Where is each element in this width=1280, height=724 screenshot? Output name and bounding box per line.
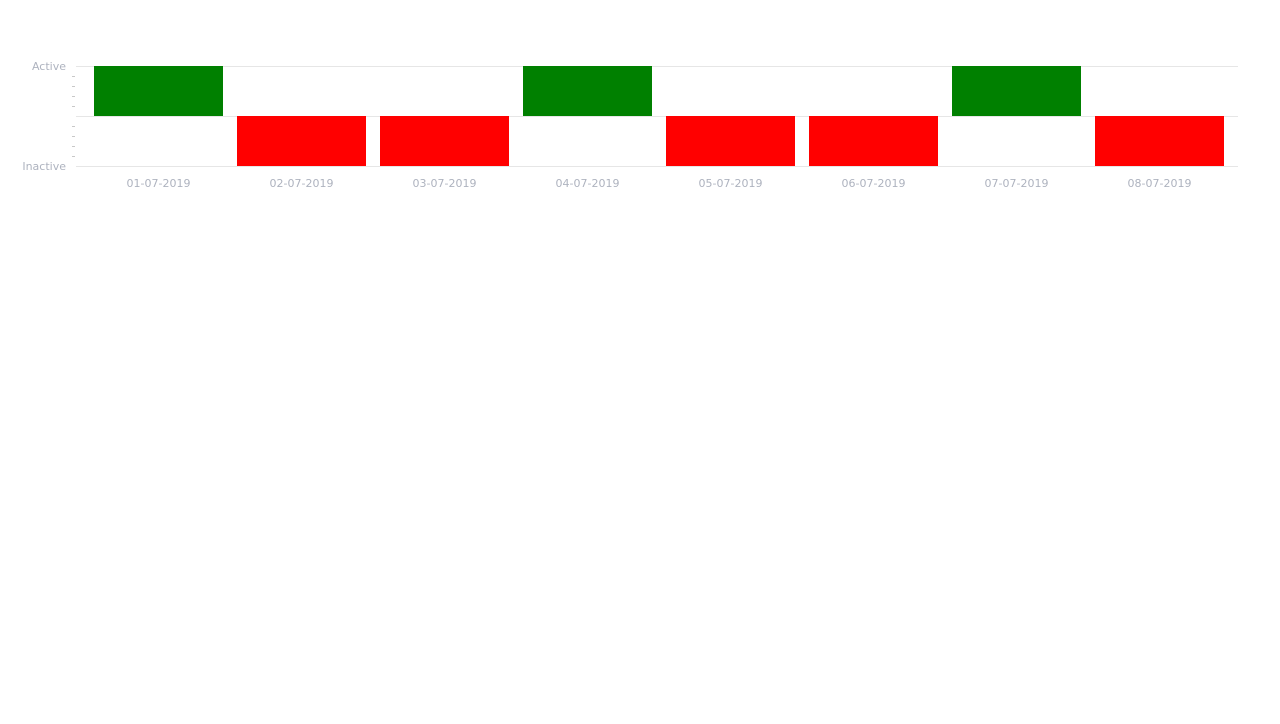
x-axis: 01-07-2019 02-07-2019 03-07-2019 04-07-2019… <box>127 177 1192 190</box>
bar-01-07-2019 <box>94 66 223 116</box>
x-tick-label: 06-07-2019 <box>842 177 906 190</box>
bar-05-07-2019 <box>666 116 795 166</box>
y-tick-label-inactive: Inactive <box>22 160 66 173</box>
x-tick-label: 03-07-2019 <box>413 177 477 190</box>
x-tick-label: 05-07-2019 <box>699 177 763 190</box>
y-axis: Active Inactive <box>22 60 66 173</box>
bar-04-07-2019 <box>523 66 652 116</box>
x-tick-label: 01-07-2019 <box>127 177 191 190</box>
bar-08-07-2019 <box>1095 116 1224 166</box>
bar-03-07-2019 <box>380 116 509 166</box>
y-tick-label-active: Active <box>32 60 66 73</box>
x-tick-label: 02-07-2019 <box>270 177 334 190</box>
x-tick-label: 04-07-2019 <box>556 177 620 190</box>
x-tick-label: 07-07-2019 <box>985 177 1049 190</box>
bars-layer <box>94 66 1224 166</box>
x-tick-label: 08-07-2019 <box>1128 177 1192 190</box>
bar-07-07-2019 <box>952 66 1081 116</box>
bar-06-07-2019 <box>809 116 938 166</box>
bar-02-07-2019 <box>237 116 366 166</box>
